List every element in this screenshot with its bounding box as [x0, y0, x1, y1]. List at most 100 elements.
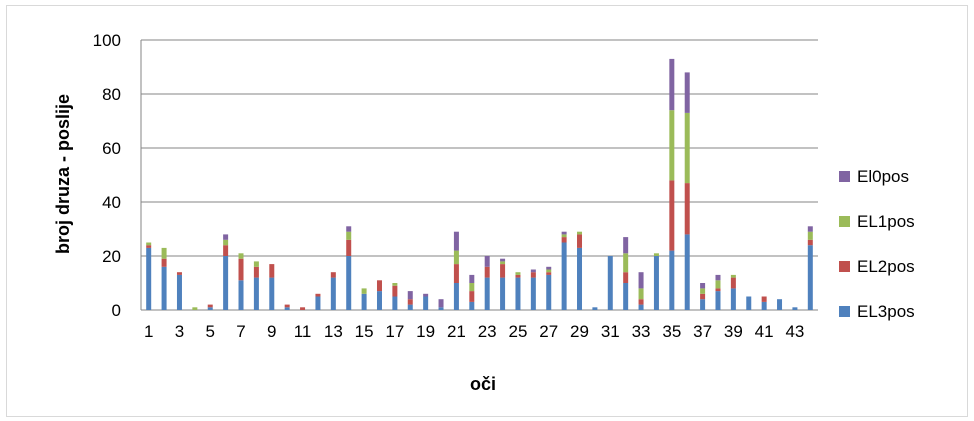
bar-segment-el1pos [361, 288, 367, 294]
bar-segment-el2pos [715, 288, 721, 292]
bar-segment-el0pos [669, 58, 675, 111]
bar-segment-el1pos [546, 269, 552, 273]
bar-segment-el2pos [207, 304, 213, 308]
bar-segment-el2pos [807, 239, 813, 246]
bar-segment-el0pos [346, 226, 352, 232]
bar-segment-el2pos [392, 285, 398, 297]
bar-segment-el1pos [253, 261, 259, 267]
bar-segment-el3pos [807, 245, 813, 310]
bar-segment-el3pos [700, 299, 706, 310]
bar-segment-el2pos [577, 234, 583, 248]
gridlines [140, 39, 818, 311]
bar-segment-el2pos [238, 258, 244, 281]
bar-segment-el1pos [238, 253, 244, 259]
bar-segment-el2pos [761, 296, 767, 302]
bar-segment-el2pos [638, 299, 644, 305]
x-tick-label: 37 [693, 322, 712, 341]
bar-segment-el1pos [146, 242, 152, 246]
bar-segment-el3pos [623, 283, 629, 310]
bar-segment-el3pos [530, 277, 536, 310]
bar-segment-el2pos [484, 266, 490, 278]
bar-segment-el3pos [577, 247, 583, 310]
bar-segment-el3pos [715, 291, 721, 310]
legend-label: EL1pos [857, 212, 915, 231]
bar-segment-el3pos [653, 256, 659, 310]
bar-segment-el2pos [330, 272, 336, 278]
bar-segment-el1pos [500, 261, 506, 265]
bar-segment-el3pos [730, 288, 736, 310]
legend-swatch [839, 216, 850, 227]
bar-segment-el2pos [253, 266, 259, 278]
bar-segment-el1pos [807, 231, 813, 240]
bar-segment-el3pos [777, 299, 783, 310]
y-axis-title: broj druza - poslije [53, 94, 73, 254]
bar-segment-el0pos [715, 274, 721, 281]
bar-segment-el3pos [438, 307, 444, 310]
bar-segment-el2pos [176, 272, 182, 275]
x-tick-label: 43 [785, 322, 804, 341]
bar-segment-el1pos [577, 231, 583, 235]
bar-segment-el1pos [392, 283, 398, 286]
bar-segment-el0pos [623, 237, 629, 254]
bar-segment-el3pos [669, 250, 675, 310]
x-tick-label: 13 [324, 322, 343, 341]
bar-segment-el0pos [438, 299, 444, 308]
y-tick-label: 0 [112, 301, 121, 320]
bar-segment-el2pos [407, 299, 413, 305]
bar-segment-el3pos [330, 277, 336, 310]
bar-segment-el1pos [561, 234, 567, 238]
x-tick-label: 7 [236, 322, 245, 341]
bar-segment-el3pos [423, 296, 429, 310]
y-tick-label: 80 [102, 85, 121, 104]
bar-segment-el2pos [453, 264, 459, 283]
bar-segment-el3pos [376, 291, 382, 310]
bar-segment-el3pos [315, 296, 321, 310]
bar-segment-el3pos [176, 274, 182, 310]
bar-segment-el3pos [761, 301, 767, 310]
bar-segment-el3pos [161, 266, 167, 310]
bar-segment-el1pos [223, 239, 229, 246]
bar-segment-el3pos [792, 307, 798, 310]
bar-segment-el2pos [730, 277, 736, 289]
bar-segment-el2pos [161, 258, 167, 267]
bar-segment-el3pos [361, 293, 367, 310]
bar-segment-el1pos [730, 274, 736, 278]
bar-segment-el1pos [700, 288, 706, 294]
legend-swatch [839, 261, 850, 272]
chart-frame [6, 5, 968, 417]
x-tick-label: 15 [355, 322, 374, 341]
x-tick-label: 3 [175, 322, 184, 341]
x-tick-label: 31 [601, 322, 620, 341]
bar-segment-el1pos [623, 253, 629, 273]
bar-segment-el2pos [669, 180, 675, 251]
x-tick-label: 5 [206, 322, 215, 341]
bar-segment-el1pos [653, 253, 659, 256]
bar-segment-el1pos [515, 272, 521, 275]
bar-segment-el3pos [346, 256, 352, 310]
bar-segment-el3pos [638, 304, 644, 310]
bar-segment-el0pos [546, 266, 552, 270]
y-tick-label: 100 [93, 31, 121, 50]
bar-segment-el2pos [223, 245, 229, 256]
bar-segment-el2pos [684, 183, 690, 235]
bar-segment-el2pos [700, 293, 706, 300]
bar-segment-el2pos [546, 272, 552, 275]
bar-segment-el3pos [500, 277, 506, 310]
bar-segment-el2pos [315, 293, 321, 297]
x-tick-label: 19 [416, 322, 435, 341]
legend-swatch [839, 171, 850, 182]
bar-segment-el3pos [607, 256, 613, 310]
bar-segment-el3pos [269, 277, 275, 310]
x-tick-label: 39 [724, 322, 743, 341]
x-tick-label: 29 [570, 322, 589, 341]
bar-segment-el2pos [561, 237, 567, 243]
legend-label: EL3pos [857, 302, 915, 321]
bar-segment-el0pos [700, 283, 706, 289]
bar-segment-el2pos [284, 304, 290, 308]
x-tick-label: 11 [294, 322, 312, 341]
bar-segment-el0pos [561, 231, 567, 235]
bar-segment-el3pos [238, 280, 244, 310]
bar-segment-el1pos [684, 112, 690, 184]
x-tick-label: 33 [632, 322, 651, 341]
